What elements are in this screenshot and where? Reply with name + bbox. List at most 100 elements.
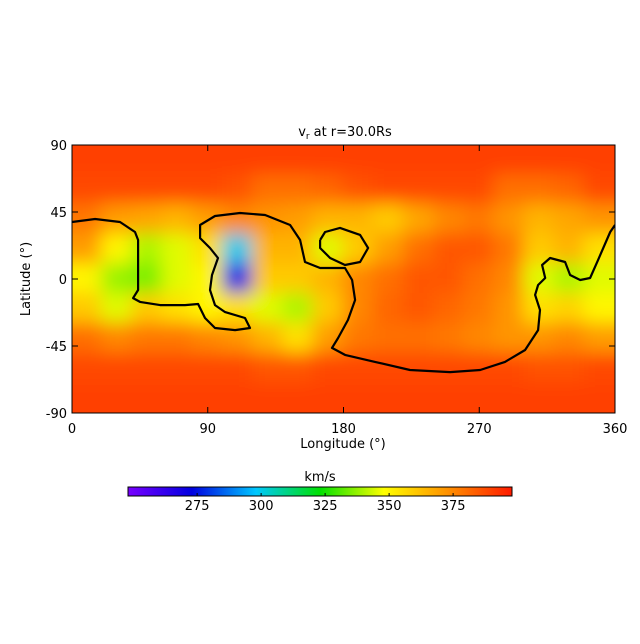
heat-cell bbox=[402, 145, 435, 176]
heat-cell bbox=[402, 352, 435, 385]
heat-cell bbox=[402, 233, 435, 266]
heat-cell bbox=[191, 233, 224, 266]
heat-cell bbox=[433, 173, 466, 206]
heat-cell bbox=[402, 203, 435, 236]
heat-cell bbox=[372, 145, 405, 176]
heat-cell bbox=[493, 203, 526, 236]
colorbar-tick-label: 300 bbox=[249, 499, 274, 514]
heat-cell bbox=[131, 322, 164, 355]
heat-cell bbox=[463, 233, 496, 266]
heat-cell bbox=[191, 263, 224, 295]
y-tick-label: 90 bbox=[50, 139, 67, 154]
heat-cell bbox=[131, 173, 164, 206]
colorbar-tick-label: 350 bbox=[377, 499, 402, 514]
heat-cell bbox=[72, 173, 104, 206]
heat-cell bbox=[101, 352, 134, 385]
heat-cell bbox=[523, 145, 556, 176]
heat-cell bbox=[433, 382, 466, 413]
heat-cell bbox=[101, 382, 134, 413]
heat-cell bbox=[493, 263, 526, 295]
heat-cell bbox=[221, 203, 254, 236]
heat-cell bbox=[252, 145, 285, 176]
x-tick-label: 90 bbox=[199, 422, 216, 437]
heat-cell bbox=[131, 352, 164, 385]
colorbar bbox=[127, 486, 513, 497]
heat-cell bbox=[72, 352, 104, 385]
heat-cell bbox=[101, 233, 134, 266]
heat-cell bbox=[131, 233, 164, 266]
heat-cell bbox=[372, 322, 405, 355]
y-axis-label: Latitude (°) bbox=[19, 242, 34, 316]
heat-cell bbox=[523, 233, 556, 266]
heat-cell bbox=[161, 263, 194, 295]
heat-cell bbox=[523, 322, 556, 355]
heat-cell bbox=[402, 322, 435, 355]
heat-cell bbox=[312, 382, 345, 413]
heat-cell bbox=[131, 145, 164, 176]
heat-cell bbox=[131, 203, 164, 236]
heat-cell bbox=[312, 145, 345, 176]
title-main: v bbox=[298, 125, 306, 140]
x-tick-label: 360 bbox=[603, 422, 628, 437]
heat-cell bbox=[372, 382, 405, 413]
heat-cell bbox=[191, 352, 224, 385]
heat-cell bbox=[433, 233, 466, 266]
heat-cell bbox=[523, 352, 556, 385]
title-rest: at r=30.0Rs bbox=[314, 125, 392, 140]
heat-cell bbox=[282, 352, 315, 385]
heat-cell bbox=[523, 203, 556, 236]
heat-cell bbox=[493, 382, 526, 413]
heat-cell bbox=[72, 145, 104, 176]
heat-cell bbox=[282, 322, 315, 355]
heat-cell bbox=[101, 292, 134, 325]
heat-cell bbox=[161, 352, 194, 385]
x-axis-label: Longitude (°) bbox=[300, 437, 385, 452]
heat-cell bbox=[372, 203, 405, 236]
heat-cell bbox=[523, 173, 556, 206]
heat-cell bbox=[221, 145, 254, 176]
heat-cell bbox=[282, 263, 315, 295]
heat-cell bbox=[583, 203, 615, 236]
heat-cell bbox=[72, 322, 104, 355]
neutral-line bbox=[72, 211, 615, 374]
heat-cell bbox=[252, 173, 285, 206]
heat-cell bbox=[161, 322, 194, 355]
heat-cell bbox=[433, 322, 466, 355]
heat-cell bbox=[282, 292, 315, 325]
heat-cell bbox=[342, 145, 375, 176]
heat-cell bbox=[131, 292, 164, 325]
colorbar-tick-label: 325 bbox=[313, 499, 338, 514]
heat-cell bbox=[282, 145, 315, 176]
heat-cell bbox=[72, 292, 104, 325]
x-tick-label: 270 bbox=[467, 422, 492, 437]
heat-cell bbox=[252, 203, 285, 236]
heat-cell bbox=[252, 322, 285, 355]
heat-cell bbox=[161, 292, 194, 325]
heat-cell bbox=[221, 352, 254, 385]
heat-cell bbox=[221, 173, 254, 206]
heat-cell bbox=[221, 263, 254, 295]
heat-cell bbox=[583, 382, 615, 413]
heat-cell bbox=[583, 145, 615, 176]
heat-cell bbox=[553, 352, 586, 385]
heat-cell bbox=[282, 203, 315, 236]
heat-cell bbox=[463, 263, 496, 295]
heat-cell bbox=[583, 173, 615, 206]
heat-cell bbox=[221, 292, 254, 325]
chart-title: vr at r=30.0Rs bbox=[298, 125, 392, 142]
y-tick-label: -90 bbox=[46, 407, 67, 422]
heat-cell bbox=[493, 322, 526, 355]
heat-cell bbox=[493, 173, 526, 206]
heat-cell bbox=[312, 352, 345, 385]
heat-cell bbox=[553, 382, 586, 413]
heat-cell bbox=[312, 292, 345, 325]
heat-cell bbox=[463, 352, 496, 385]
heat-cell bbox=[342, 382, 375, 413]
x-tick-label: 0 bbox=[68, 422, 76, 437]
y-tick-label: -45 bbox=[46, 340, 67, 355]
heat-cell bbox=[402, 173, 435, 206]
heat-cell bbox=[282, 173, 315, 206]
heat-cell bbox=[161, 145, 194, 176]
heat-cell bbox=[433, 145, 466, 176]
heat-cell bbox=[342, 322, 375, 355]
